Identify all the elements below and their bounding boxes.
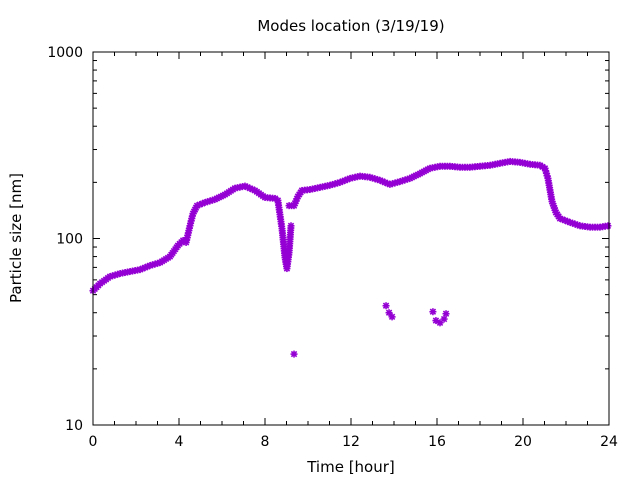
data-point [290, 350, 298, 358]
data-point [429, 308, 437, 316]
y-axis-label: Particle size [nm] [7, 173, 25, 303]
y-tick-label: 10 [65, 418, 83, 434]
x-tick-label: 0 [89, 434, 98, 450]
data-point [604, 222, 612, 230]
x-tick-label: 4 [175, 434, 184, 450]
data-point [436, 319, 444, 327]
data-point [287, 222, 295, 230]
data-point [385, 309, 393, 317]
data-point [442, 310, 450, 318]
y-tick-label: 1000 [47, 45, 83, 61]
axis-ticks: 0 4 8 12 16 20 24 10 100 1000 [47, 45, 618, 450]
y-tick-label: 100 [56, 232, 83, 248]
data-point [388, 313, 396, 321]
x-tick-label: 20 [514, 434, 532, 450]
data-point-interp [198, 200, 206, 208]
x-tick-label: 8 [261, 434, 270, 450]
plot-frame [92, 51, 610, 426]
x-tick-label: 16 [428, 434, 446, 450]
x-axis-label: Time [hour] [306, 458, 395, 476]
x-tick-label: 12 [342, 434, 360, 450]
chart-title: Modes location (3/19/19) [257, 17, 444, 35]
data-points [89, 157, 612, 358]
x-tick-label: 24 [600, 434, 618, 450]
data-point [382, 302, 390, 310]
